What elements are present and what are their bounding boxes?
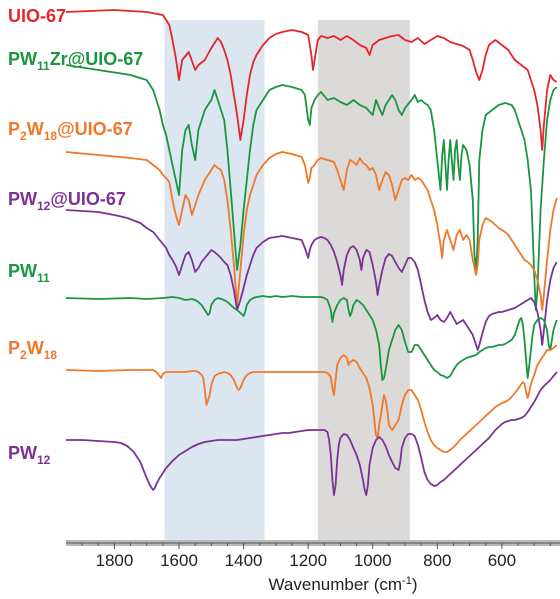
- series-label-5-base: PW: [8, 261, 37, 281]
- series-label-3-mid: W: [27, 119, 44, 139]
- x-axis-unit-open: (: [369, 575, 380, 594]
- series-line-1: [65, 9, 558, 151]
- x-axis-unit-exp: -1: [402, 575, 412, 587]
- series-line-6: [65, 344, 558, 453]
- x-axis: 1800 1600 1400 1200 1000 800 600: [66, 540, 560, 570]
- series-label-4: PW12@UIO-67: [8, 189, 126, 213]
- x-tick-label-800: 800: [423, 551, 451, 570]
- series-label-4-sub: 12: [37, 199, 51, 213]
- series-label-6-sub2: 18: [44, 348, 58, 362]
- series-label-1-base: UIO-67: [8, 6, 66, 26]
- series-label-7-sub: 12: [37, 453, 51, 467]
- series-label-3-tail: @UIO-67: [57, 119, 133, 139]
- series-label-6-mid: W: [27, 338, 44, 358]
- x-tick-label-1000: 1000: [354, 551, 392, 570]
- series-label-3: P2W18@UIO-67: [8, 119, 133, 143]
- series-label-5: PW11: [8, 261, 50, 285]
- series-line-2: [65, 64, 558, 311]
- x-tick-label-600: 600: [488, 551, 516, 570]
- series-line-7: [66, 371, 558, 496]
- highlight-band-1: [164, 20, 265, 540]
- series-label-7: PW12: [8, 443, 51, 467]
- x-axis-unit-base: cm: [379, 575, 402, 594]
- x-ticks: 1800 1600 1400 1200 1000 800 600: [81, 543, 551, 570]
- x-axis-title-word: Wavenumber: [269, 575, 370, 594]
- x-tick-label-1600: 1600: [160, 551, 198, 570]
- series-line-5: [65, 295, 558, 381]
- series-label-6: P2W18: [8, 338, 57, 362]
- series-label-1: UIO-67: [8, 6, 66, 26]
- series-label-2-mid: Zr@UIO-67: [50, 49, 144, 69]
- series-label-3-base: P: [8, 119, 20, 139]
- x-axis-title: Wavenumber (cm-1): [269, 575, 418, 594]
- series-label-4-base: PW: [8, 189, 37, 209]
- series-label-2-base: PW: [8, 49, 37, 69]
- series-label-3-sub2: 18: [44, 129, 58, 143]
- series-label-4-mid: @UIO-67: [50, 189, 126, 209]
- series-label-6-sub: 2: [20, 348, 27, 362]
- series-label-7-base: PW: [8, 443, 37, 463]
- series-label-2-sub: 11: [37, 59, 50, 73]
- series-label-6-base: P: [8, 338, 20, 358]
- x-tick-label-1800: 1800: [96, 551, 134, 570]
- series-line-3: [65, 151, 558, 311]
- series-label-5-sub: 11: [37, 271, 50, 285]
- series-line-4: [65, 209, 558, 351]
- x-axis-unit-close: ): [412, 575, 418, 594]
- series-label-2: PW11Zr@UIO-67: [8, 49, 143, 73]
- x-tick-label-1400: 1400: [225, 551, 263, 570]
- series-labels: UIO-67PW11Zr@UIO-67P2W18@UIO-67PW12@UIO-…: [8, 6, 143, 467]
- highlight-bands: [164, 20, 410, 540]
- series-label-3-sub: 2: [20, 129, 27, 143]
- x-tick-label-1200: 1200: [289, 551, 327, 570]
- series-lines: [65, 9, 558, 496]
